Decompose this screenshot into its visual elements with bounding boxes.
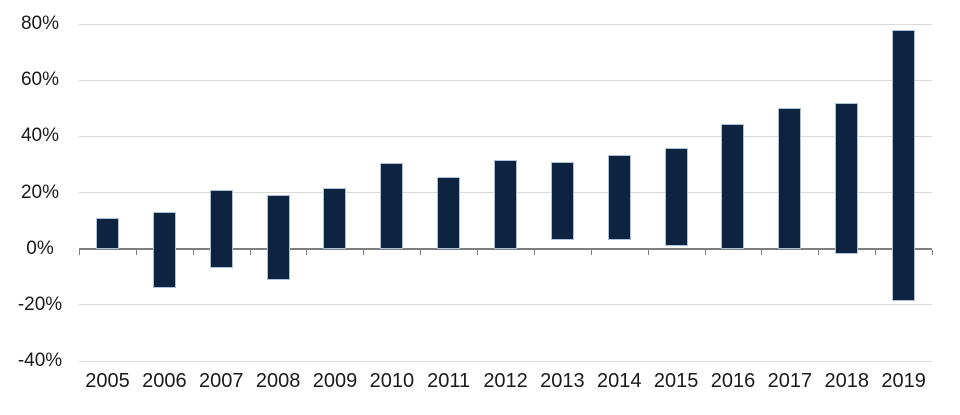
x-axis-tick-label: 2006 [142,370,187,392]
x-axis-tick-label: 2010 [369,370,415,392]
x-axis-tick-label: 2018 [824,370,870,392]
y-axis-tick-label: 20% [20,181,60,203]
x-axis-tick-label: 2012 [483,370,528,392]
bar-2017 [778,108,802,249]
bar-2008 [266,195,290,280]
x-axis-tick [135,249,137,255]
y-axis-tick-label: 40% [20,125,60,147]
x-axis-tick-label: 2016 [710,370,756,392]
x-axis-tick [761,249,763,255]
x-axis-tick [818,249,820,255]
x-axis-tick [363,249,365,255]
bar-2007 [209,189,233,269]
bar-2011 [437,177,461,249]
x-axis-tick [79,249,80,255]
bar-2012 [494,160,517,249]
zero-axis-line [79,247,932,250]
bar-2019 [892,29,916,301]
x-axis-tick-label: 2017 [767,370,813,392]
x-axis-tick-label: 2019 [881,370,926,392]
x-axis-tick [306,249,308,255]
y-axis-tick-label: 0% [26,237,54,259]
x-axis-tick-label: 2014 [597,370,642,392]
bar-2005 [95,217,119,249]
bar-2013 [550,161,574,241]
bar-2006 [152,212,176,288]
x-axis-tick [875,249,877,255]
gridline [79,79,932,81]
gridline [79,360,932,362]
bar-2010 [380,163,404,249]
x-axis-tick [192,249,194,255]
gridline [79,23,932,25]
bar-2014 [607,154,631,241]
x-axis-tick [647,249,649,255]
y-axis-tick-label: -20% [17,293,63,315]
x-axis-tick [477,249,479,255]
x-axis-tick-label: 2013 [540,370,585,392]
x-axis-tick [704,249,706,255]
gridline [79,304,932,306]
x-axis-tick-label: 2007 [198,370,244,392]
x-axis-tick-label: 2015 [653,370,699,392]
x-axis-tick [249,249,251,255]
y-axis-tick-label: 60% [20,69,60,91]
x-axis-tick [932,249,933,255]
x-axis-tick [533,249,535,255]
x-axis-tick-label: 2005 [85,370,130,392]
y-axis-tick-label: -40% [17,350,63,371]
x-axis-tick-label: 2011 [427,370,471,392]
bar-2009 [323,188,347,249]
bar-2018 [835,102,859,255]
bar-2016 [721,123,745,249]
x-axis-tick-label: 2009 [312,370,358,392]
x-axis-tick [590,249,592,255]
y-axis-tick-label: 80% [20,13,60,34]
gridline [79,135,932,137]
x-axis-tick-label: 2008 [255,370,301,392]
x-axis-tick [420,249,422,255]
bar-2015 [664,147,688,246]
